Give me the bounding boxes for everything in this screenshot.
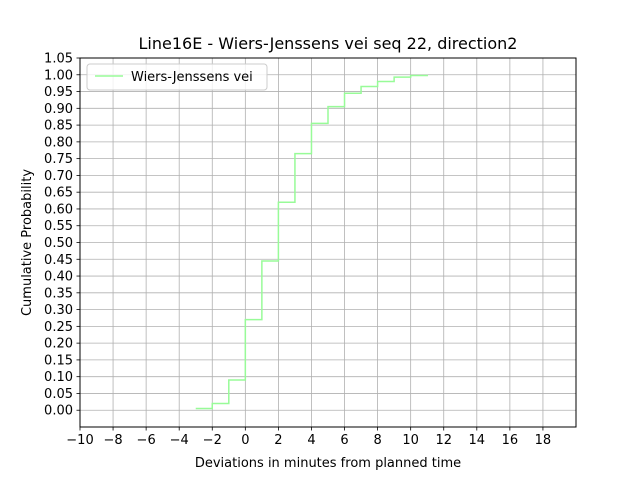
y-axis-ticks: 0.00 0.05 0.10 0.150.20 0.25 0.30 0.350.40 0.45… (44, 52, 80, 419)
y-tick-label: 0.50 (44, 236, 73, 251)
x-tick-label: 14 (469, 433, 486, 448)
legend: Wiers-Jenssens vei (86, 63, 268, 91)
y-tick-label: 0.80 (44, 135, 73, 150)
x-tick-label: −2 (203, 433, 222, 448)
y-tick-label: 0.60 (44, 202, 73, 217)
x-tick-label: 6 (340, 433, 348, 448)
y-tick-label: 0.15 (44, 353, 73, 368)
y-axis-label: Cumulative Probability (20, 169, 35, 316)
y-tick-label: 0.40 (44, 270, 73, 285)
y-tick-label: 1.00 (44, 68, 73, 83)
x-tick-label: 8 (373, 433, 381, 448)
y-tick-label: 1.05 (44, 52, 73, 67)
y-tick-label: 0.90 (44, 102, 73, 117)
x-tick-label: −4 (170, 433, 189, 448)
x-tick-label: 0 (241, 433, 249, 448)
y-tick-label: 0.10 (44, 370, 73, 385)
y-tick-label: 0.55 (44, 219, 73, 234)
y-tick-label: 0.05 (44, 387, 73, 402)
y-tick-label: 0.45 (44, 253, 73, 268)
y-tick-label: 0.75 (44, 152, 73, 167)
y-tick-label: 0.85 (44, 119, 73, 134)
y-tick-label: 0.95 (44, 85, 73, 100)
series-line-0 (195, 74, 428, 410)
x-tick-label: 10 (402, 433, 419, 448)
legend-label: Wiers-Jenssens vei (131, 70, 253, 85)
y-tick-label: 0.30 (44, 303, 73, 318)
x-axis-ticks: −10 −8 −6 −4 −2 0 2 4 6 8 10 12 14 16 18 (66, 427, 551, 448)
legend-box (86, 63, 268, 91)
chart-title: Line16E - Wiers-Jenssens vei seq 22, dir… (139, 34, 518, 53)
x-tick-label: 16 (502, 433, 519, 448)
x-tick-label: −6 (137, 433, 156, 448)
y-tick-label: 0.25 (44, 320, 73, 335)
x-tick-label: 2 (274, 433, 282, 448)
x-tick-label: 4 (307, 433, 315, 448)
grid-lines (79, 57, 576, 427)
x-axis-label: Deviations in minutes from planned time (195, 456, 461, 471)
y-tick-label: 0.65 (44, 186, 73, 201)
y-tick-label: 0.00 (44, 404, 73, 419)
y-tick-label: 0.70 (44, 169, 73, 184)
y-tick-label: 0.20 (44, 337, 73, 352)
x-tick-label: −8 (103, 433, 122, 448)
x-tick-label: −10 (66, 433, 93, 448)
plot-area (195, 74, 428, 410)
y-tick-label: 0.35 (44, 286, 73, 301)
x-tick-label: 12 (435, 433, 452, 448)
x-tick-label: 18 (535, 433, 552, 448)
